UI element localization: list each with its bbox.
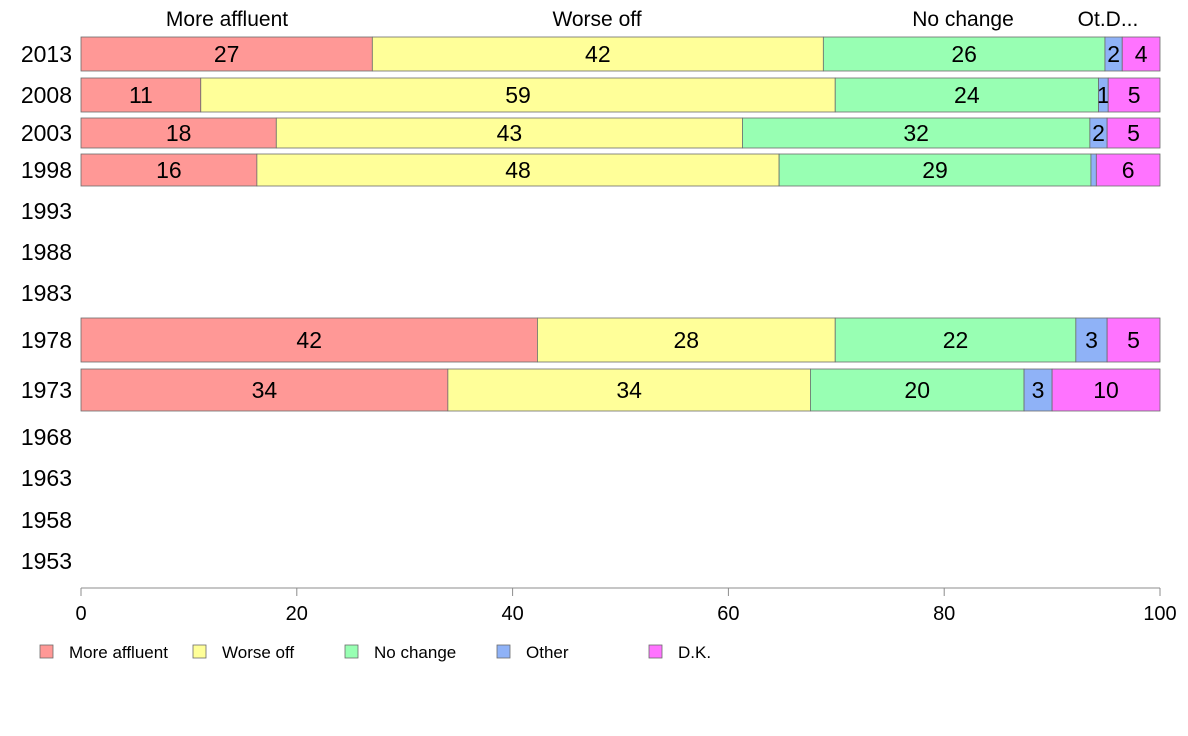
x-axis-tick-label: 80 xyxy=(933,603,955,625)
data-label: 10 xyxy=(1093,377,1119,403)
y-axis-tick-label: 1963 xyxy=(21,465,72,491)
top-series-label: More affluent xyxy=(166,8,288,31)
data-label: 26 xyxy=(951,41,977,67)
bar-segment xyxy=(1106,317,1161,363)
x-axis-tick-label: 100 xyxy=(1143,603,1176,625)
data-label: 43 xyxy=(497,120,523,146)
bar-segment xyxy=(275,117,743,149)
y-axis-tick-label: 1993 xyxy=(21,198,72,224)
bar-segment xyxy=(834,317,1077,363)
legend-label: Worse off xyxy=(222,643,294,662)
legend-label: Other xyxy=(526,643,569,662)
data-label: 29 xyxy=(922,157,948,183)
data-label: 3 xyxy=(1032,377,1045,403)
bar-segment xyxy=(1095,153,1161,187)
bar-segment xyxy=(1023,368,1053,412)
x-axis-tick-label: 20 xyxy=(286,603,308,625)
bar-segment xyxy=(80,317,538,363)
data-label: 27 xyxy=(214,41,240,67)
bar-segment xyxy=(778,153,1092,187)
top-series-label: Worse off xyxy=(552,8,641,31)
data-label: 32 xyxy=(903,120,929,146)
data-label: 2 xyxy=(1107,41,1120,67)
bar-segment xyxy=(1121,36,1161,72)
bar-segment xyxy=(80,77,202,113)
legend-swatch xyxy=(344,644,359,659)
y-axis-tick-label: 1988 xyxy=(21,239,72,265)
y-axis-tick-label: 1998 xyxy=(21,157,72,183)
bar-segment xyxy=(1106,117,1161,149)
data-label: 4 xyxy=(1135,41,1148,67)
y-axis-tick-label: 2003 xyxy=(21,120,72,146)
x-axis-tick-label: 0 xyxy=(75,603,86,625)
data-label: 11 xyxy=(129,82,153,108)
data-label: 3 xyxy=(1085,327,1098,353)
top-series-label: Ot.D... xyxy=(1078,8,1139,31)
data-label: 1 xyxy=(1097,82,1110,108)
bar-segment xyxy=(447,368,811,412)
data-label: 42 xyxy=(296,327,322,353)
legend-swatch xyxy=(39,644,54,659)
data-label: 6 xyxy=(1122,157,1135,183)
legend-label: No change xyxy=(374,643,456,662)
data-label: 18 xyxy=(166,120,192,146)
y-axis-tick-label: 2008 xyxy=(21,82,72,108)
y-axis-tick-label: 1958 xyxy=(21,507,72,533)
legend-swatch xyxy=(496,644,511,659)
y-axis-tick-label: 1973 xyxy=(21,377,72,403)
bar-segment xyxy=(1107,77,1161,113)
data-label: 48 xyxy=(505,157,531,183)
bar-segment xyxy=(1051,368,1161,412)
y-axis-tick-label: 1953 xyxy=(21,548,72,574)
x-axis-tick-label: 40 xyxy=(501,603,523,625)
bar-segment xyxy=(371,36,824,72)
data-label: 42 xyxy=(585,41,611,67)
bar-segment xyxy=(80,368,449,412)
bar-segment xyxy=(537,317,836,363)
data-label: 16 xyxy=(156,157,182,183)
legend-swatch xyxy=(192,644,207,659)
data-label: 28 xyxy=(674,327,700,353)
bar-segment xyxy=(834,77,1099,113)
data-label: 2 xyxy=(1092,120,1105,146)
data-label: 5 xyxy=(1127,120,1140,146)
bar-segment xyxy=(822,36,1106,72)
y-axis-tick-label: 1978 xyxy=(21,327,72,353)
data-label: 5 xyxy=(1128,82,1141,108)
data-label: 5 xyxy=(1127,327,1140,353)
y-axis-tick-label: 2013 xyxy=(21,41,72,67)
legend-label: More affluent xyxy=(69,643,168,662)
bar-segment xyxy=(200,77,836,113)
data-label: 20 xyxy=(904,377,930,403)
bar-segment xyxy=(742,117,1091,149)
bar-segment xyxy=(80,36,373,72)
bar-segment xyxy=(1075,317,1108,363)
y-axis-tick-label: 1983 xyxy=(21,280,72,306)
bar-segment xyxy=(256,153,780,187)
data-label: 59 xyxy=(505,82,531,108)
y-axis-tick-label: 1968 xyxy=(21,424,72,450)
bar-segment xyxy=(810,368,1025,412)
x-axis-tick-label: 60 xyxy=(717,603,739,625)
bar-segment xyxy=(80,117,277,149)
top-series-label: No change xyxy=(912,8,1014,31)
legend-label: D.K. xyxy=(678,643,711,662)
bar-segment xyxy=(1090,153,1097,187)
data-label: 34 xyxy=(616,377,642,403)
data-label: 24 xyxy=(954,82,980,108)
data-label: 34 xyxy=(252,377,278,403)
legend-swatch xyxy=(648,644,663,659)
data-label: 22 xyxy=(943,327,969,353)
